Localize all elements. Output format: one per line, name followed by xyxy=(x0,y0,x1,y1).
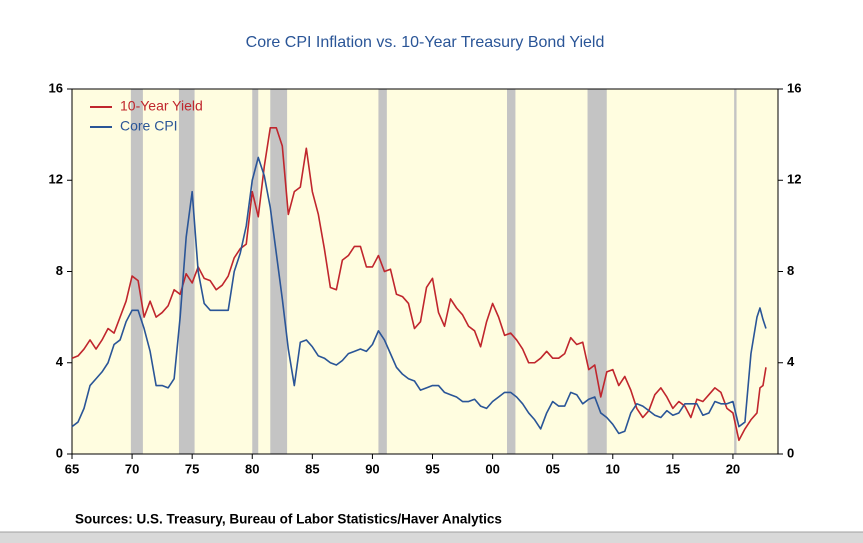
y2-tick-label: 0 xyxy=(787,445,794,460)
x-tick-label: 15 xyxy=(666,461,680,476)
x-tick-label: 70 xyxy=(125,461,139,476)
series-line xyxy=(71,126,767,442)
recession-band xyxy=(130,89,143,454)
y2-tick-label: 8 xyxy=(787,263,794,278)
series-line xyxy=(71,156,767,435)
recession-band xyxy=(507,89,516,454)
x-tick-label: 10 xyxy=(606,461,620,476)
chart-title: Core CPI Inflation vs. 10-Year Treasury … xyxy=(246,34,605,51)
x-tick-label: 65 xyxy=(65,461,79,476)
y-tick-label: 8 xyxy=(56,263,63,278)
y2-tick-label: 12 xyxy=(787,172,801,187)
x-tick-label: 85 xyxy=(305,461,319,476)
y2-tick-label: 16 xyxy=(787,80,801,95)
recession-band xyxy=(734,89,737,454)
recession-band xyxy=(378,89,387,454)
x-tick-label: 05 xyxy=(545,461,559,476)
recession-band xyxy=(587,89,607,454)
y-tick-label: 16 xyxy=(49,80,63,95)
y-tick-label: 0 xyxy=(56,445,63,460)
x-tick-label: 00 xyxy=(485,461,499,476)
y-tick-label: 4 xyxy=(56,354,64,369)
recession-band xyxy=(252,89,259,454)
y-tick-label: 12 xyxy=(49,172,63,187)
x-tick-label: 90 xyxy=(365,461,379,476)
source-note: Sources: U.S. Treasury, Bureau of Labor … xyxy=(75,512,502,527)
plot-background xyxy=(72,89,778,454)
legend-label: Core CPI xyxy=(120,118,178,134)
footer-bar xyxy=(0,532,863,543)
y2-tick-label: 4 xyxy=(787,354,795,369)
x-tick-label: 75 xyxy=(185,461,199,476)
x-tick-label: 20 xyxy=(726,461,740,476)
x-tick-label: 80 xyxy=(245,461,259,476)
recession-band xyxy=(178,89,195,454)
x-tick-label: 95 xyxy=(425,461,439,476)
legend-label: 10-Year Yield xyxy=(120,98,203,114)
